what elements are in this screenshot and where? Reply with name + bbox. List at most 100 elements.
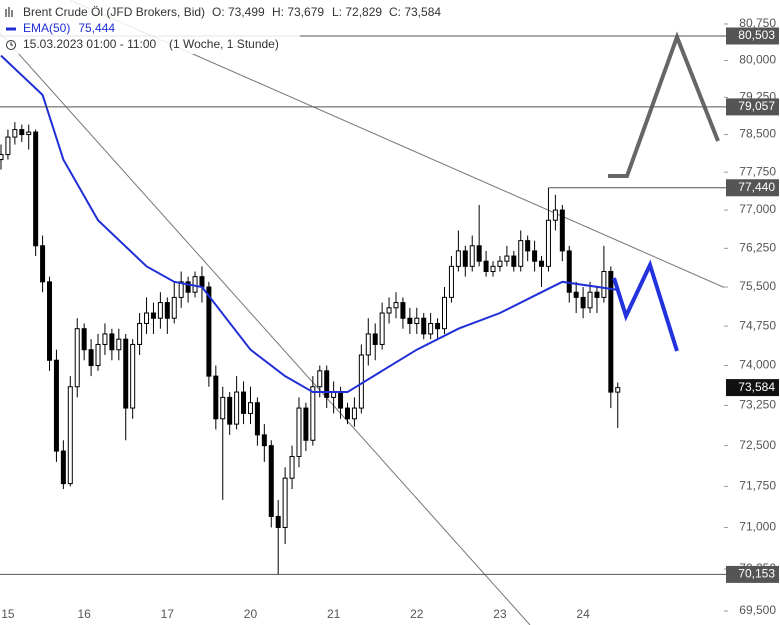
candle-body: [455, 250, 461, 267]
candle-body: [532, 250, 538, 262]
legend-bg: [0, 0, 300, 54]
candle-body: [545, 219, 551, 267]
candle-body: [317, 370, 323, 388]
candle-body: [504, 255, 510, 262]
y-tick-label: 72,500: [739, 438, 776, 452]
candle-body: [275, 515, 281, 528]
candle-body: [442, 296, 448, 330]
candle-body: [19, 129, 25, 136]
x-tick-label: 16: [77, 607, 91, 621]
ohlc-low: L: 72,829: [332, 5, 382, 19]
level-box: [726, 379, 779, 397]
candle-body: [157, 302, 163, 319]
candle-body: [358, 354, 364, 409]
candle-body: [268, 445, 274, 517]
candle-body: [407, 317, 413, 324]
candle-body: [109, 333, 115, 351]
candle-body: [130, 343, 136, 409]
title: Brent Crude Öl (JFD Brokers, Bid): [23, 5, 205, 19]
candle-body: [213, 375, 219, 420]
x-tick-label: 20: [244, 607, 258, 621]
candle-body: [594, 291, 600, 298]
legend: Brent Crude Öl (JFD Brokers, Bid) O: 73,…: [5, 5, 441, 51]
trend-line: [0, 32, 531, 625]
candle-body: [254, 402, 260, 436]
candle-body: [303, 407, 309, 441]
candle-body: [102, 333, 108, 345]
candle-body: [220, 396, 226, 420]
candle-body: [580, 296, 586, 309]
y-tick-label: 76,250: [739, 241, 776, 255]
candle-body: [476, 245, 482, 262]
y-tick-label: 71,000: [739, 520, 776, 534]
legend-value: 75,444: [78, 21, 115, 35]
candle-body: [573, 291, 579, 298]
level-label: 73,584: [738, 380, 775, 394]
candle-body: [379, 312, 385, 345]
icon: [6, 40, 16, 50]
icon: [10, 42, 13, 46]
candle-body: [511, 255, 517, 267]
candle-body: [47, 281, 53, 361]
y-tick-label: 69,500: [739, 603, 776, 617]
candle-body: [400, 302, 406, 319]
candle-body: [123, 338, 129, 409]
candle-body: [552, 209, 558, 221]
x-tick-label: 17: [161, 607, 175, 621]
candle-body: [12, 129, 18, 138]
candle-body: [40, 245, 46, 283]
candle-body: [296, 407, 302, 457]
candle-body: [261, 434, 267, 447]
candle-body: [365, 333, 371, 356]
y-tick-label: 80,750: [739, 16, 776, 30]
candle-body: [0, 154, 4, 161]
candle-body: [525, 240, 531, 252]
candle-body: [150, 312, 156, 319]
candle-body: [26, 131, 32, 136]
candle-body: [566, 250, 572, 293]
candle-body: [116, 338, 122, 351]
candle-body: [185, 281, 191, 293]
candle-body: [587, 291, 593, 309]
candle-body: [192, 276, 198, 293]
interval: (1 Woche, 1 Stunde): [169, 37, 279, 51]
candle-body: [53, 359, 59, 452]
y-tick-label: 73,250: [739, 398, 776, 412]
legend-entry: EMA(50): [23, 21, 70, 35]
level-label: 70,153: [738, 567, 775, 581]
y-tick-label: 78,500: [739, 127, 776, 141]
y-tick-label: 77,750: [739, 164, 776, 178]
candle-body: [282, 477, 288, 528]
candle-body: [164, 302, 170, 319]
y-tick-label: 71,750: [739, 479, 776, 493]
level-label: 79,057: [738, 99, 775, 113]
candle-body: [137, 322, 143, 345]
candle-body: [324, 370, 330, 398]
x-tick-label: 24: [576, 607, 590, 621]
candle-body: [88, 349, 94, 367]
candle-body: [386, 307, 392, 314]
level-box: [726, 98, 779, 116]
candle-body: [74, 328, 80, 388]
candle-body: [95, 343, 101, 367]
candle-body: [144, 312, 150, 324]
candle-body: [428, 322, 434, 335]
level-box: [726, 179, 779, 197]
candle-body: [601, 271, 607, 298]
x-tick-label: 23: [493, 607, 507, 621]
candle-body: [289, 455, 295, 479]
candle-body: [608, 271, 614, 393]
y-tick-label: 80,000: [739, 53, 776, 67]
candle-body: [615, 387, 621, 393]
candle-body: [497, 260, 503, 267]
ohlc-open: O: 73,499: [212, 5, 265, 19]
candle-body: [483, 260, 489, 273]
level-box: [726, 27, 779, 45]
candle-body: [241, 391, 247, 414]
y-tick-label: 74,000: [739, 358, 776, 372]
candle-body: [227, 396, 233, 425]
candle-body: [372, 333, 378, 345]
candle-body: [414, 317, 420, 324]
candle-body: [539, 260, 545, 267]
